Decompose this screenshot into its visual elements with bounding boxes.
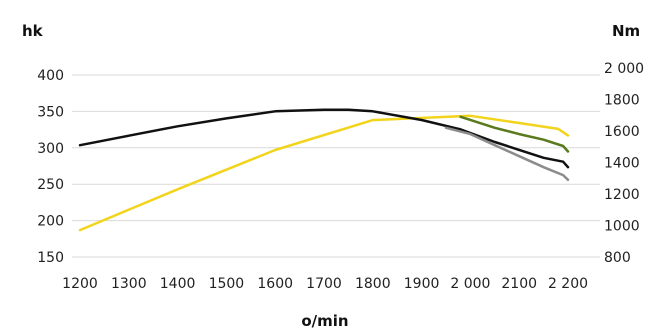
right-axis-unit-label: Nm bbox=[612, 22, 640, 40]
x-tick-label: 2 000 bbox=[450, 276, 490, 292]
series-layer bbox=[78, 108, 570, 232]
x-tick-label: 1300 bbox=[111, 276, 147, 292]
y-right-tick-label: 1200 bbox=[604, 187, 640, 203]
x-tick-label: 1600 bbox=[257, 276, 293, 292]
x-tick-label: 1700 bbox=[306, 276, 342, 292]
x-tick-label: 1900 bbox=[404, 276, 440, 292]
y-right-tick-label: 1600 bbox=[604, 124, 640, 140]
series-line-3 bbox=[444, 126, 570, 182]
y-left-tick-label: 350 bbox=[37, 104, 64, 120]
x-axis-label: o/min bbox=[301, 312, 348, 330]
y-left-tick-label: 250 bbox=[37, 177, 64, 193]
y-left-tick-label: 400 bbox=[37, 68, 64, 84]
y-left-tick-label: 300 bbox=[37, 141, 64, 157]
x-tick-label: 2100 bbox=[501, 276, 537, 292]
x-tick-label: 1500 bbox=[209, 276, 245, 292]
series-line-0 bbox=[78, 114, 570, 232]
y-right-tick-label: 1000 bbox=[604, 219, 640, 235]
x-tick-label: 1800 bbox=[355, 276, 391, 292]
left-axis-unit-label: hk bbox=[22, 22, 44, 40]
x-tick-label: 2 200 bbox=[548, 276, 588, 292]
x-tick-label: 1200 bbox=[62, 276, 98, 292]
y-right-tick-label: 1400 bbox=[604, 156, 640, 172]
y-right-tick-label: 800 bbox=[604, 250, 631, 266]
y-left-tick-label: 150 bbox=[37, 250, 64, 266]
y-right-tick-label: 2 000 bbox=[604, 61, 644, 77]
x-tick-label: 1400 bbox=[160, 276, 196, 292]
y-left-tick-label: 200 bbox=[37, 214, 64, 230]
y-right-tick-label: 1800 bbox=[604, 93, 640, 109]
grid-layer bbox=[72, 74, 600, 258]
series-line-2 bbox=[459, 115, 570, 153]
text-layer: hk Nm o/min 400 350 300 250 200 150 2 000 1800 1… bbox=[22, 22, 644, 330]
series-line-1 bbox=[78, 108, 570, 169]
